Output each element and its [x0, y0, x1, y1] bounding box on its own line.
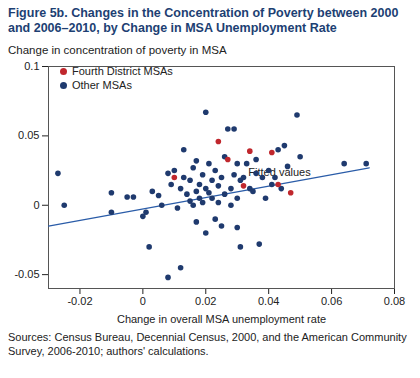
svg-text:0: 0 [33, 199, 39, 211]
svg-text:0: 0 [140, 295, 146, 307]
html-text:Sources: Census Bureau, Decenn: Sources: Census Bureau, Decennial Census… [8, 331, 407, 357]
html-text:Change in concentration of pov: Change in concentration of poverty in MS… [8, 44, 227, 56]
svg-text:0.04: 0.04 [258, 295, 279, 307]
svg-text:0.06: 0.06 [321, 295, 342, 307]
svg-text:0.05: 0.05 [18, 129, 39, 141]
svg-text:0.02: 0.02 [195, 295, 216, 307]
html-text:Figure 5b. Changes in the Conc: Figure 5b. Changes in the Concentration … [8, 6, 399, 35]
html-text:Fourth District MSAs: Fourth District MSAs [72, 65, 173, 77]
svg-text:-0.02: -0.02 [67, 295, 92, 307]
svg-text:0.08: 0.08 [384, 295, 405, 307]
svg-text:Change in overall MSA unemploy: Change in overall MSA unemployment rate [117, 313, 326, 325]
svg-text:-0.05: -0.05 [14, 268, 39, 280]
svg-text:0.1: 0.1 [24, 60, 39, 72]
html-text:Other MSAs: Other MSAs [72, 79, 132, 91]
svg-text:Fitted values: Fitted values [248, 166, 311, 178]
